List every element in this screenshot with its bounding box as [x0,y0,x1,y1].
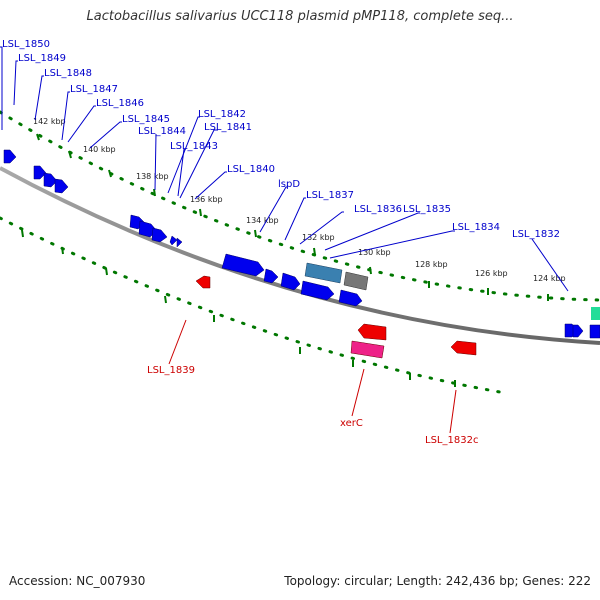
gene-label-lsl1844: LSL_1844 [138,126,186,137]
tick-label-128: 128 kbp [415,260,448,269]
tick-label-132: 132 kbp [302,233,335,242]
gene-arrow [263,268,279,284]
reverse-genes [195,275,477,359]
gene-arrow [176,237,183,248]
gene-arrow [450,340,477,356]
accession-label: Accession: NC_007930 [9,574,146,588]
gene-arrow [357,323,387,341]
forward-callout-lines [0,46,569,292]
topology-summary: Topology: circular; Length: 242,436 bp; … [284,574,591,588]
gene-label-lsl1843: LSL_1843 [170,141,218,152]
tick-label-124: 124 kbp [533,274,566,283]
tick-marks [21,133,549,387]
gene-arrow [195,275,211,289]
gene-label-lsl1832c: LSL_1832c [425,435,478,446]
gene-label-lsl1848: LSL_1848 [44,68,92,79]
gene-box-green [591,307,600,320]
tick-label-126: 126 kbp [475,269,508,278]
gene-arrow [300,280,335,301]
tick-label-136: 136 kbp [190,195,223,204]
gene-arrow [33,165,47,180]
genome-backbone [0,166,600,345]
gene-arrow [151,227,168,243]
gene-label-lspd: lspD [278,179,300,190]
inner-dotted-track [0,216,502,394]
gene-label-lsl1842: LSL_1842 [198,109,246,120]
gene-arrow [169,235,178,246]
gene-arrow [589,324,600,339]
gene-arrow [54,178,69,194]
gene-label-lsl1832: LSL_1832 [512,229,560,240]
gene-label-lsl1849: LSL_1849 [18,53,66,64]
gene-label-lsl1840: LSL_1840 [227,164,275,175]
gene-label-lsl1845: LSL_1845 [122,114,170,125]
gene-arrow [350,340,385,359]
gene-box-teal [304,262,343,284]
gene-arrow [3,149,17,164]
gene-label-lsl1834: LSL_1834 [452,222,500,233]
gene-label-lsl1850: LSL_1850 [2,39,50,50]
gene-label-lsl1836: LSL_1836 [354,204,402,215]
gene-label-lsl1847: LSL_1847 [70,84,118,95]
forward-gene-labels: LSL_1850 LSL_1849 LSL_1848 LSL_1847 LSL_… [2,39,560,240]
reverse-gene-labels: LSL_1839 xerC LSL_1832c [147,365,478,446]
gene-label-lsl1837: LSL_1837 [306,190,354,201]
tick-label-134: 134 kbp [246,216,279,225]
gene-arrow [221,253,265,277]
gene-arrow [572,324,584,338]
map-title: Lactobacillus salivarius UCC118 plasmid … [86,9,514,24]
gene-label-lsl1841: LSL_1841 [204,122,252,133]
gene-arrow [280,272,301,291]
gene-arrow [43,172,58,188]
gene-label-lsl1839: LSL_1839 [147,365,195,376]
forward-genes [3,149,600,339]
gene-box-gray [343,271,369,291]
outer-dotted-track [0,110,600,302]
gene-label-lsl1846: LSL_1846 [96,98,144,109]
tick-label-130: 130 kbp [358,248,391,257]
tick-labels: 124 kbp 126 kbp 128 kbp 130 kbp 132 kbp … [33,117,566,283]
gene-label-lsl1835: LSL_1835 [403,204,451,215]
tick-label-140: 140 kbp [83,145,116,154]
tick-label-138: 138 kbp [136,172,169,181]
reverse-callout-lines [168,319,457,434]
gene-arrow [338,289,363,307]
tick-label-142: 142 kbp [33,117,66,126]
gene-label-xerc: xerC [340,418,363,429]
